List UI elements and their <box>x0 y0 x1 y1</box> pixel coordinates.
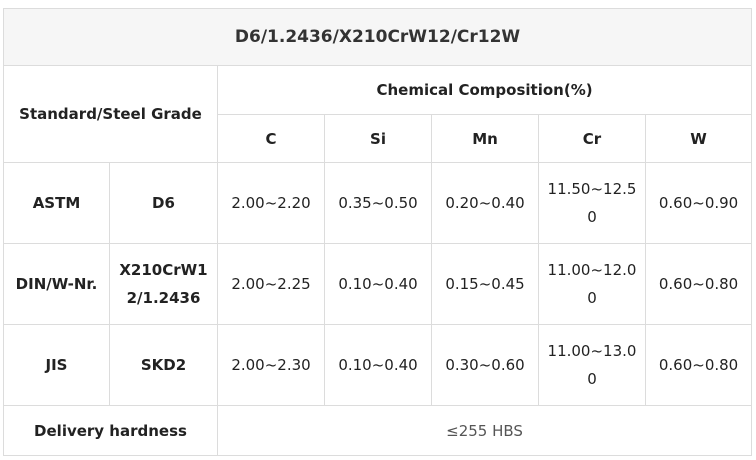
standard-grade-header: Standard/Steel Grade <box>3 65 218 163</box>
standard-cell: ASTM <box>3 162 110 244</box>
table-row: DIN/W-Nr. X210CrW12/1.2436 2.00~2.25 0.1… <box>3 243 753 325</box>
si-cell: 0.35~0.50 <box>324 162 432 244</box>
element-header-row: C Si Mn Cr W <box>4 114 753 163</box>
table-title: D6/1.2436/X210CrW12/Cr12W <box>2 8 753 66</box>
si-cell: 0.10~0.40 <box>324 324 432 406</box>
element-header-c: C <box>217 114 325 163</box>
cr-cell: 11.50~12.50 <box>538 162 646 244</box>
cr-cell: 11.00~12.00 <box>538 243 646 325</box>
title-row: D6/1.2436/X210CrW12/Cr12W <box>2 8 753 66</box>
mn-cell: 0.20~0.40 <box>431 162 539 244</box>
standard-cell: JIS <box>3 324 110 406</box>
element-header-si: Si <box>324 114 432 163</box>
header-row: Standard/Steel Grade Chemical Compositio… <box>3 65 753 163</box>
grade-cell: X210CrW12/1.2436 <box>109 243 218 325</box>
si-cell: 0.10~0.40 <box>324 243 432 325</box>
mn-cell: 0.15~0.45 <box>431 243 539 325</box>
c-cell: 2.00~2.25 <box>217 243 325 325</box>
mn-cell: 0.30~0.60 <box>431 324 539 406</box>
table-row: ASTM D6 2.00~2.20 0.35~0.50 0.20~0.40 11… <box>3 162 753 244</box>
w-cell: 0.60~0.90 <box>644 162 753 244</box>
c-cell: 2.00~2.30 <box>217 324 325 406</box>
element-header-cr: Cr <box>538 114 646 163</box>
composition-header: Chemical Composition(%) <box>216 65 753 115</box>
w-cell: 0.60~0.80 <box>644 243 753 325</box>
delivery-row: Delivery hardness ≤255 HBS <box>3 405 753 456</box>
grade-cell: SKD2 <box>109 324 218 406</box>
c-cell: 2.00~2.20 <box>217 162 325 244</box>
element-header-mn: Mn <box>431 114 539 163</box>
delivery-hardness-label: Delivery hardness <box>3 405 218 456</box>
composition-table: D6/1.2436/X210CrW12/Cr12W Standard/Steel… <box>2 8 753 456</box>
standard-cell: DIN/W-Nr. <box>3 243 110 325</box>
element-header-w: W <box>644 114 753 163</box>
cr-cell: 11.00~13.00 <box>538 324 646 406</box>
delivery-hardness-value: ≤255 HBS <box>216 405 753 456</box>
grade-cell: D6 <box>109 162 218 244</box>
w-cell: 0.60~0.80 <box>644 324 753 406</box>
table-row: JIS SKD2 2.00~2.30 0.10~0.40 0.30~0.60 1… <box>3 324 753 406</box>
